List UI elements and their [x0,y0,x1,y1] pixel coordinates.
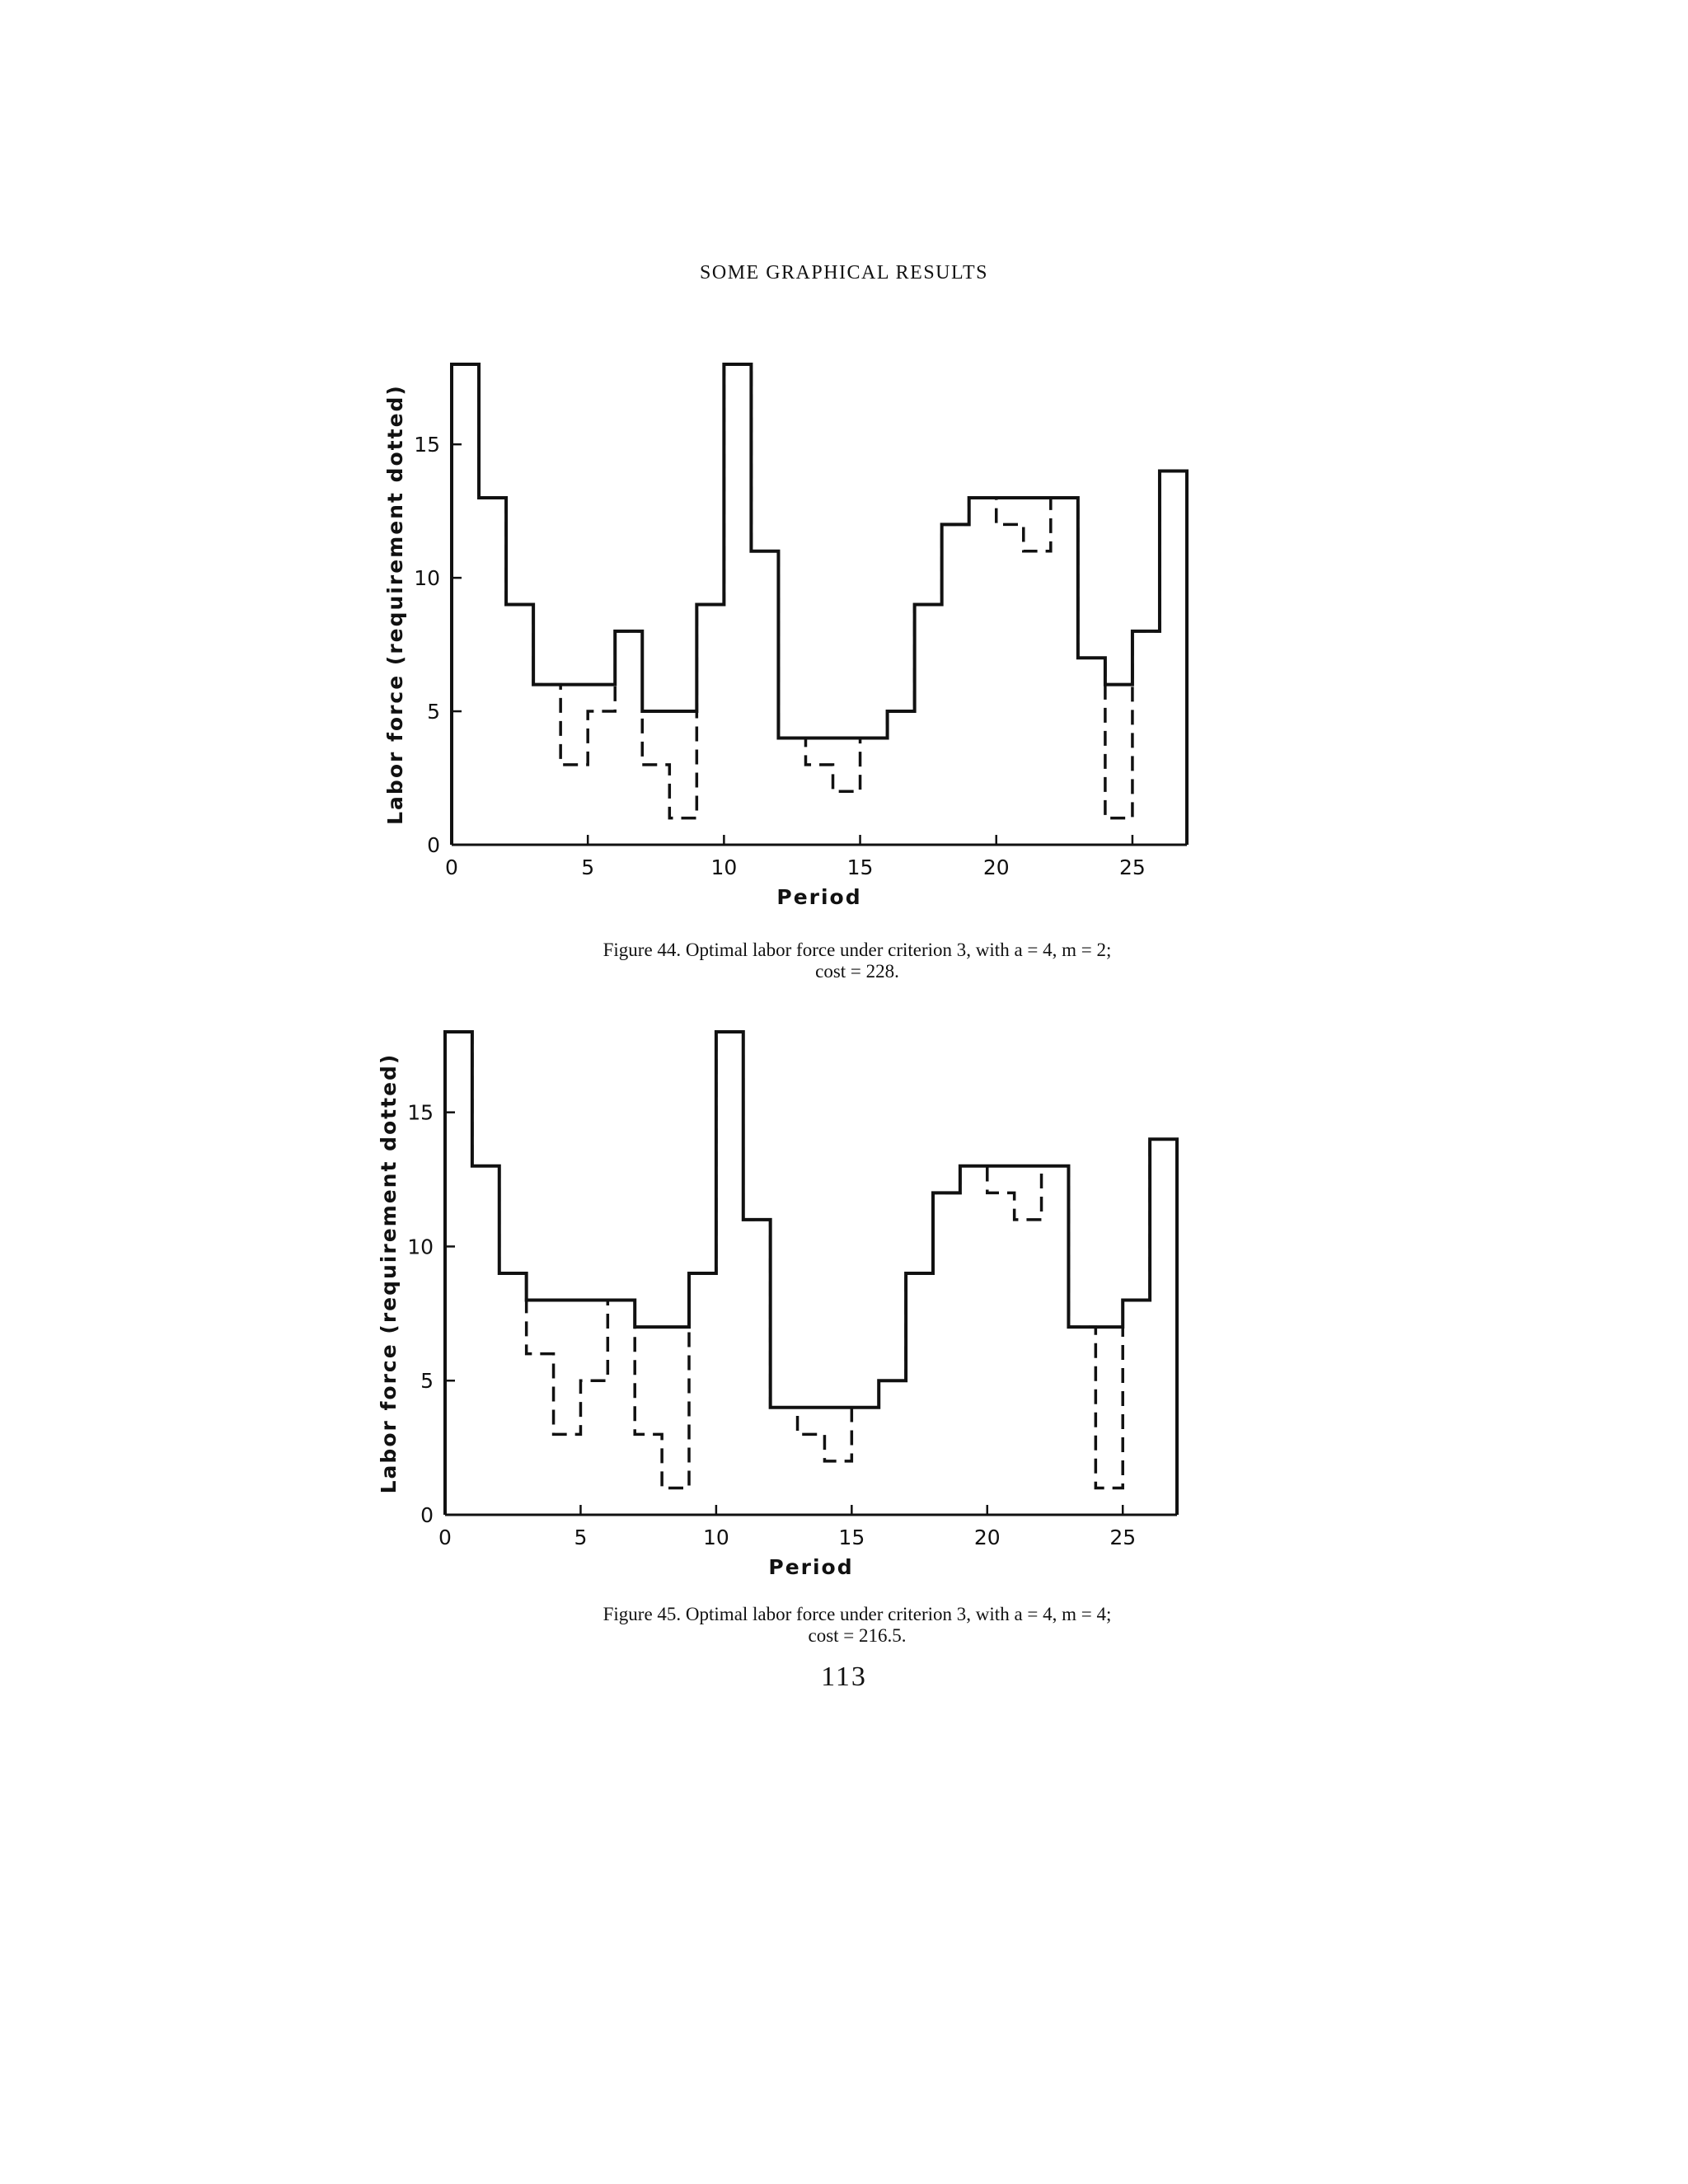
fig1-x-tick-label: 10 [710,855,737,879]
fig2-x-tick-label: 20 [974,1526,1001,1549]
fig2-x-tick-label: 0 [438,1526,452,1549]
figure-44-chart: 0 5 10 15 20 25 0 5 10 15 Period Labor force (requi… [383,363,1189,909]
running-head: SOME GRAPHICAL RESULTS [700,262,988,284]
fig1-y-tick-label: 0 [427,833,440,857]
page-number: 113 [821,1661,867,1692]
fig2-y-tick-label: 0 [420,1503,434,1527]
fig2-x-tick-label: 5 [574,1526,587,1549]
fig1-x-axis-label: Period [776,885,861,909]
fig2-y-tick-label: 5 [420,1369,434,1393]
fig1-y-axis-label: Labor force (requirement dotted) [383,384,407,825]
fig2-y-tick-label: 15 [407,1101,434,1125]
fig1-x-tick-label: 20 [983,855,1010,879]
fig2-x-tick-label: 25 [1109,1526,1136,1549]
figure-45-caption-line1: Figure 45. Optimal labor force under cri… [603,1604,1112,1624]
fig1-y-tick-label: 5 [427,700,440,724]
fig1-labor-force-series [450,363,1189,845]
fig2-x-tick-label: 15 [838,1526,865,1549]
figure-45-chart: 0 5 10 15 20 25 0 5 10 15 Period Labor force (requi… [377,1030,1179,1579]
figure-44-caption: Figure 44. Optimal labor force under cri… [396,940,1319,982]
fig2-y-axis-label: Labor force (requirement dotted) [377,1053,401,1494]
fig1-x-tick-label: 25 [1119,855,1146,879]
figure-45-caption: Figure 45. Optimal labor force under cri… [396,1604,1319,1647]
fig1-x-tick-label: 0 [445,855,458,879]
figure-44-caption-line2: cost = 228. [815,961,899,982]
fig1-y-tick-label: 10 [414,566,440,590]
fig2-requirement-series [443,1030,1179,1515]
fig1-x-tick-label: 5 [581,855,594,879]
figure-44-caption-line1: Figure 44. Optimal labor force under cri… [603,940,1112,960]
fig2-y-tick-label: 10 [407,1235,434,1258]
fig1-y-tick-label: 15 [414,433,440,457]
fig1-x-tick-label: 15 [847,855,874,879]
fig2-x-tick-label: 10 [703,1526,729,1549]
fig2-labor-force-series [443,1030,1179,1515]
figure-45-caption-line2: cost = 216.5. [808,1625,907,1646]
fig2-x-axis-label: Period [768,1555,853,1579]
